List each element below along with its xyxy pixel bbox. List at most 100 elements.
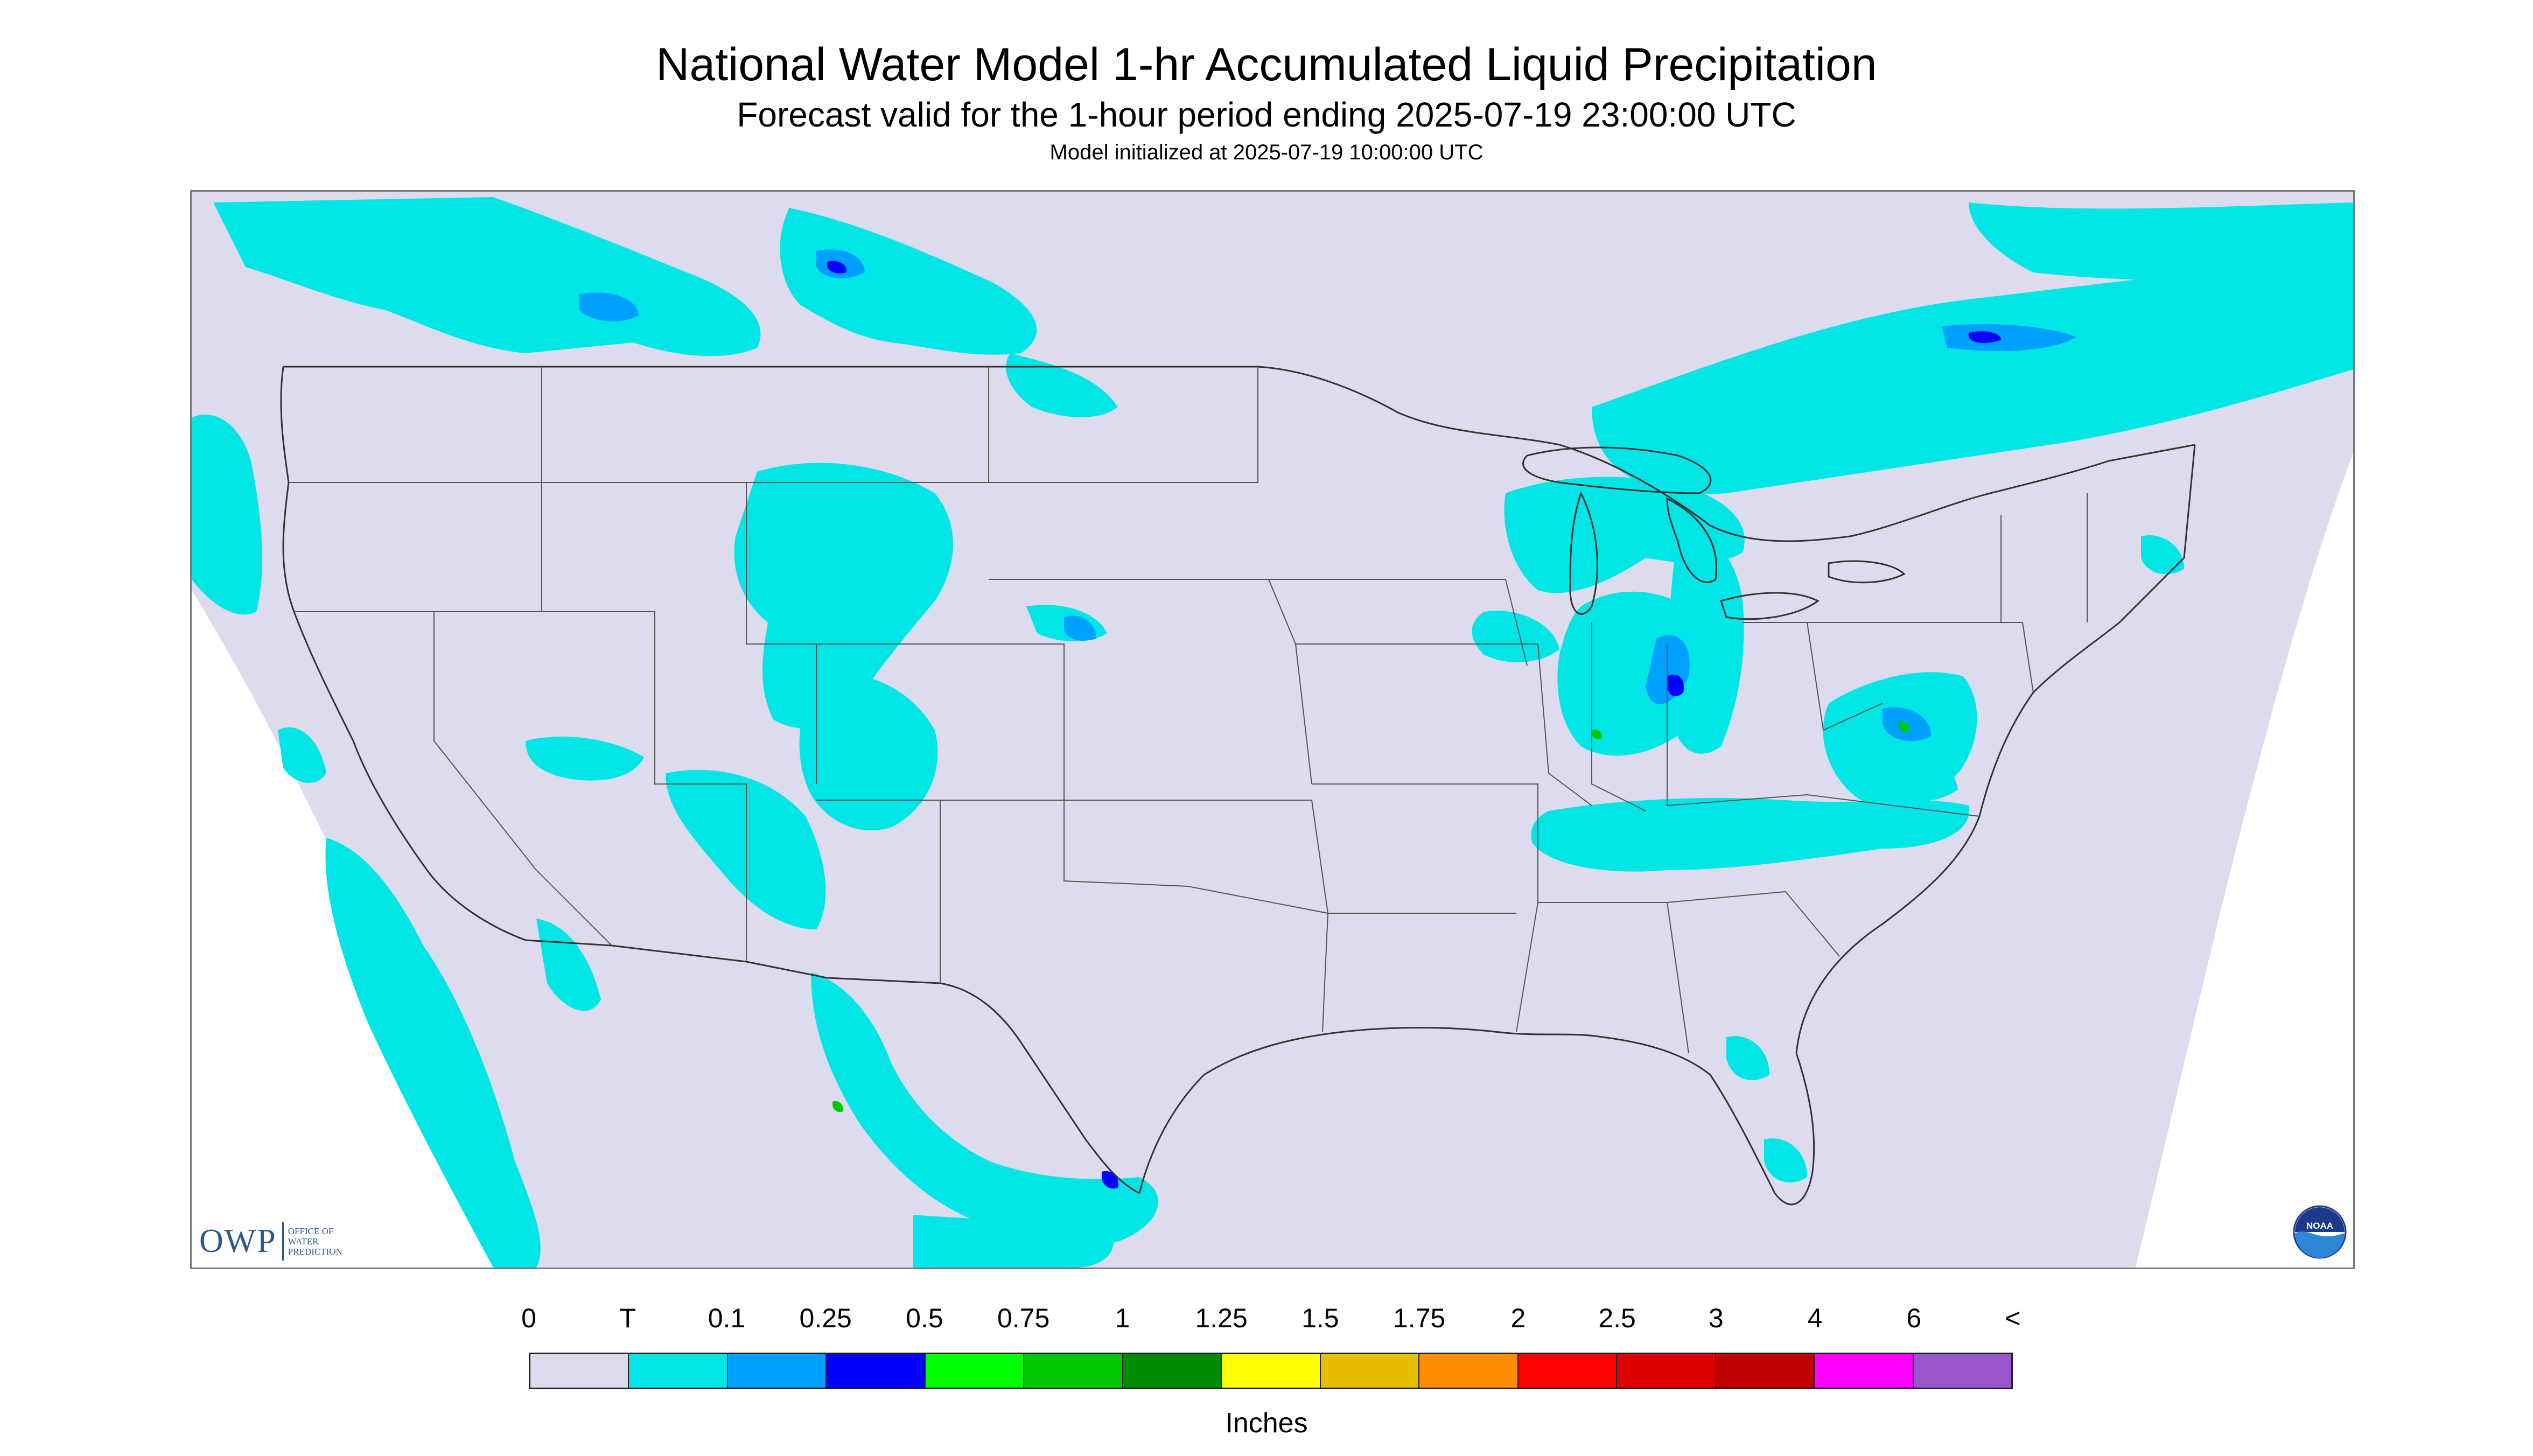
precip-light-area: [579, 292, 639, 321]
state-line: [542, 611, 747, 962]
state-line: [989, 579, 1312, 785]
precipitation-map: [190, 190, 2355, 1269]
noaa-logo-icon: NOAA: [2293, 1205, 2347, 1259]
lake-ontario: [1828, 560, 1906, 584]
geographic-borders: [280, 366, 2196, 1206]
owp-logo-text-line: Water: [288, 1236, 319, 1247]
precip-heavy-area: [1592, 729, 1602, 740]
legend-swatch: [727, 1354, 827, 1388]
lake-superior: [1522, 446, 1712, 494]
precip-trace-area: [1764, 1138, 1807, 1182]
state-line: [1743, 622, 1883, 731]
precip-trace-area: [2141, 535, 2184, 575]
precip-light-area: [1064, 615, 1096, 641]
state-line: [1296, 643, 1592, 806]
precip-trace-area: [913, 1215, 1114, 1268]
legend-labels: 0 T 0.1 0.25 0.5 0.75 1 1.25 1.5 1.75 2 2.5 3 4 6 <: [0, 1302, 2533, 1340]
us-mexico-border: [611, 944, 1140, 1194]
legend-label: 0.75: [997, 1303, 1050, 1333]
forecast-valid-subtitle: Forecast valid for the 1-hour period end…: [737, 95, 1796, 134]
precip-moderate-area: [1667, 674, 1684, 697]
precip-trace-area: [799, 674, 938, 831]
us-canada-border: [283, 366, 2195, 542]
precip-moderate-area: [1969, 331, 2001, 344]
precip-trace-area: [325, 838, 541, 1268]
precip-trace-area: [1669, 534, 1744, 754]
state-line: [989, 367, 1258, 483]
owp-logo-text: Office of Water Prediction: [284, 1226, 342, 1257]
precipitation-field: [192, 197, 2353, 1268]
legend-label: 4: [1807, 1303, 1823, 1333]
legend-label: 1: [1115, 1303, 1130, 1333]
legend-swatch: [1419, 1354, 1519, 1388]
precip-trace-area: [1877, 745, 1958, 802]
legend-swatch: [1320, 1354, 1420, 1388]
precip-trace-area: [734, 463, 953, 729]
precip-trace-area: [1504, 477, 1745, 593]
precip-trace-area: [1006, 353, 1118, 417]
legend-swatch: [530, 1354, 629, 1388]
legend-label: 2: [1510, 1303, 1526, 1333]
legend-units: Inches: [1225, 1408, 1308, 1439]
legend-label: 1.5: [1302, 1303, 1339, 1333]
legend-swatch: [1024, 1354, 1123, 1388]
legend-label: 3: [1708, 1303, 1724, 1333]
lake-erie: [1720, 592, 1820, 620]
state-line: [1667, 891, 1840, 957]
legend-label: <: [2005, 1303, 2021, 1333]
gulf-coastline: [1138, 1027, 1815, 1206]
map-title: National Water Model 1-hr Accumulated Li…: [656, 39, 1877, 90]
legend-swatch: [1123, 1354, 1222, 1388]
west-coastline: [280, 366, 612, 947]
lake-huron: [1666, 497, 1717, 583]
precipitation-legend: [529, 1353, 2013, 1389]
precip-trace-area: [1592, 256, 2353, 494]
state-line: [1269, 579, 1528, 666]
precip-heavy-area: [832, 1101, 844, 1112]
owp-logo: OWP Office of Water Prediction: [199, 1222, 342, 1261]
legend-swatch: [1913, 1354, 2012, 1388]
legend-swatch: [1518, 1354, 1618, 1388]
noaa-logo: NOAA: [2293, 1205, 2347, 1259]
state-line: [1064, 800, 1329, 1032]
legend-swatch: [925, 1354, 1025, 1388]
legend-label: T: [619, 1303, 636, 1333]
legend-label: 1.25: [1195, 1303, 1248, 1333]
legend-label: 0: [521, 1303, 536, 1333]
owp-logo-text-line: Prediction: [288, 1246, 342, 1257]
legend-swatch: [1716, 1354, 1815, 1388]
state-line: [1591, 622, 1646, 811]
precip-trace-area: [1969, 202, 2353, 281]
state-line: [1807, 622, 2034, 693]
legend-swatch: [629, 1354, 728, 1388]
state-line: [433, 612, 612, 946]
state-line: [1063, 800, 1328, 914]
legend-swatch: [1815, 1354, 1914, 1388]
model-init-text: Model initialized at 2025-07-19 10:00:00…: [1049, 141, 1484, 164]
legend-label: 1.75: [1393, 1303, 1446, 1333]
precip-trace-area: [666, 769, 826, 929]
precip-trace-area: [1472, 611, 1559, 662]
precip-trace-area: [811, 972, 1158, 1243]
precip-heavy-area: [1899, 721, 1909, 732]
precip-trace-area: [278, 727, 326, 783]
precip-trace-area: [780, 208, 1037, 355]
legend-swatch: [1617, 1354, 1716, 1388]
owp-logo-text-line: Office of: [288, 1226, 334, 1236]
precip-light-area: [1942, 324, 2076, 351]
lake-michigan: [1569, 491, 1598, 615]
legend-label: 2.5: [1598, 1303, 1636, 1333]
precip-trace-area: [192, 414, 262, 615]
precip-moderate-area: [1102, 1171, 1118, 1189]
state-line: [1312, 783, 1538, 1032]
noaa-logo-text: NOAA: [2306, 1221, 2333, 1231]
east-coastline: [1795, 444, 2196, 1054]
state-line: [1667, 644, 1980, 817]
precip-trace-area: [1726, 1036, 1769, 1080]
legend-label: 0.25: [799, 1303, 852, 1333]
owp-logo-mark: OWP: [199, 1222, 284, 1261]
legend-label: 6: [1906, 1303, 1922, 1333]
legend-swatch: [827, 1354, 926, 1388]
map-canvas: [192, 192, 2353, 1268]
precip-trace-area: [1531, 798, 1969, 872]
